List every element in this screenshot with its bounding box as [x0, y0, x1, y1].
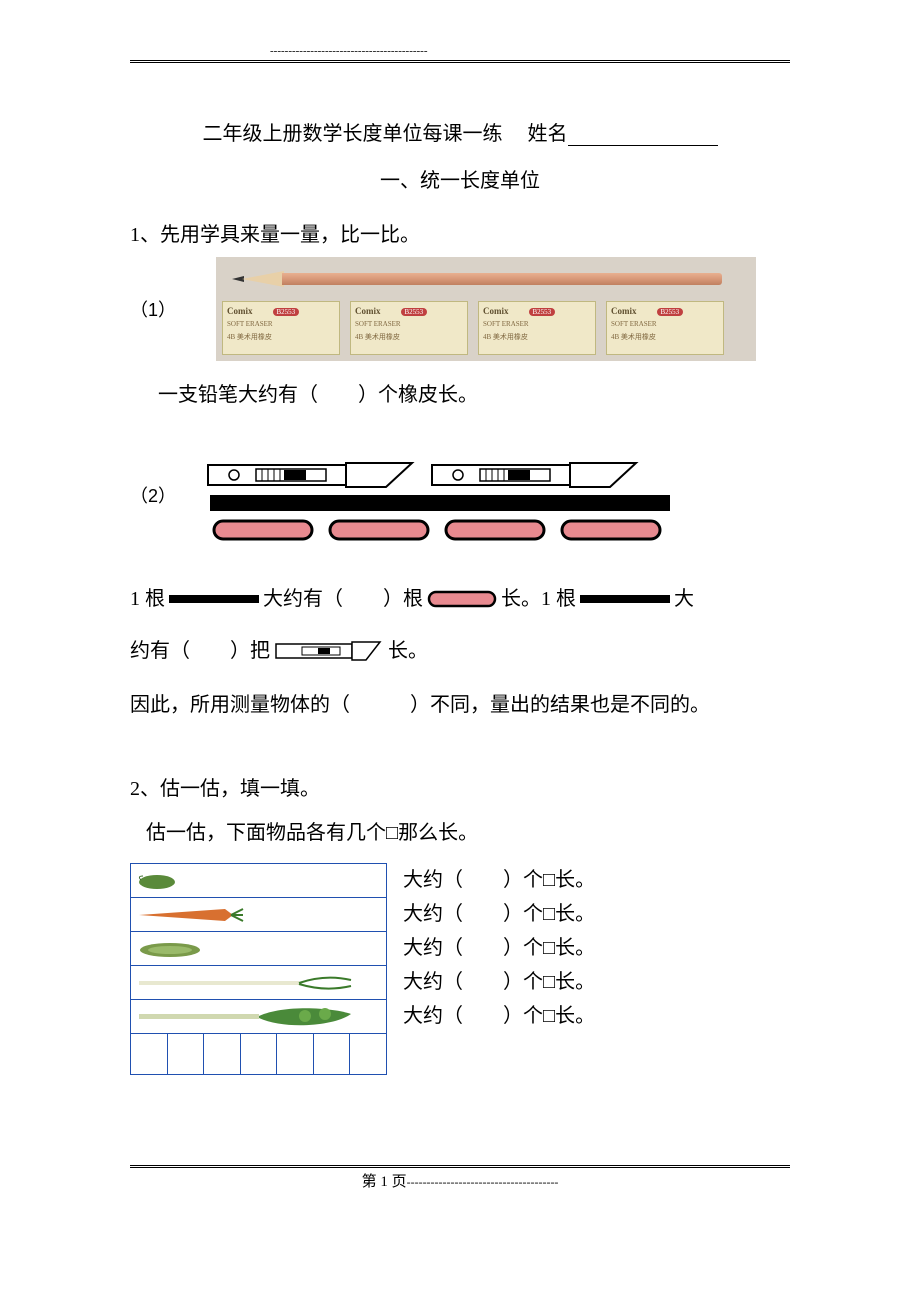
vegetable-icon [135, 870, 185, 892]
vegetable-icon [135, 938, 215, 960]
page-footer: 第 1 页-----------------------------------… [130, 1165, 790, 1191]
scallion-icon [135, 972, 355, 994]
name-input-line[interactable] [568, 145, 718, 146]
black-bar-icon [580, 595, 670, 603]
q2-row-text: 大约（ ）个□长。 [403, 965, 595, 999]
q2-labels: 大约（ ）个□长。 大约（ ）个□长。 大约（ ）个□长。 大约（ ）个□长。 … [403, 863, 595, 1033]
black-bar-icon [210, 495, 670, 511]
celery-icon [135, 1004, 355, 1030]
q1-line3: 1 根 大约有（ ）根 长。1 根 大 [130, 573, 790, 625]
name-label: 姓名 [528, 123, 568, 145]
eraser-icon: ComixB2553 SOFT ERASER 4B 美术用橡皮 [350, 301, 468, 355]
grid-row [131, 966, 386, 1000]
title-text: 二年级上册数学长度单位每课一练 [203, 123, 503, 145]
q1-prompt: 1、先用学具来量一量，比一比。 [130, 213, 790, 257]
grid-row [131, 864, 386, 898]
q2-sub: 估一估，下面物品各有几个□那么长。 [146, 811, 790, 855]
tube-icon [444, 519, 546, 541]
q2-row-text: 大约（ ）个□长。 [403, 999, 595, 1033]
knife-icon [206, 457, 416, 493]
knife-icon [274, 638, 384, 664]
eraser-icon: ComixB2553 SOFT ERASER 4B 美术用橡皮 [222, 301, 340, 355]
q1-answer1: 一支铅笔大约有（ ）个橡皮长。 [158, 373, 790, 417]
tube-icon [560, 519, 662, 541]
q2-row-text: 大约（ ）个□长。 [403, 897, 595, 931]
eraser-icon: ComixB2553 SOFT ERASER 4B 美术用橡皮 [478, 301, 596, 355]
eraser-icon: ComixB2553 SOFT ERASER 4B 美术用橡皮 [606, 301, 724, 355]
tube-icon [328, 519, 430, 541]
estimation-grid [130, 863, 387, 1075]
tube-icon [427, 590, 497, 608]
grid-row [131, 1000, 386, 1034]
knife-icon [430, 457, 640, 493]
unit-squares [131, 1034, 386, 1074]
section-heading: 一、统一长度单位 [130, 164, 790, 193]
q2-row-text: 大约（ ）个□长。 [403, 863, 595, 897]
footer-page-number: 第 1 页 [362, 1174, 407, 1190]
figure-knives-tubes [206, 457, 706, 541]
carrot-icon [135, 903, 245, 927]
grid-row [131, 898, 386, 932]
q2-prompt: 2、估一估，填一填。 [130, 767, 790, 811]
page-title: 二年级上册数学长度单位每课一练 姓名 [130, 117, 790, 146]
q1-conclusion: 因此，所用测量物体的（ ）不同，量出的结果也是不同的。 [130, 683, 790, 727]
figure-pencil-erasers: ComixB2553 SOFT ERASER 4B 美术用橡皮 ComixB25… [216, 257, 756, 361]
grid-row [131, 932, 386, 966]
pencil-icon [222, 265, 742, 293]
q1-line4: 约有（ ）把 长。 [130, 625, 790, 677]
q1-sub1-label: （1） [130, 296, 176, 322]
black-bar-icon [169, 595, 259, 603]
q1-sub2-label: （2） [130, 482, 176, 508]
q2-row-text: 大约（ ）个□长。 [403, 931, 595, 965]
tube-icon [212, 519, 314, 541]
